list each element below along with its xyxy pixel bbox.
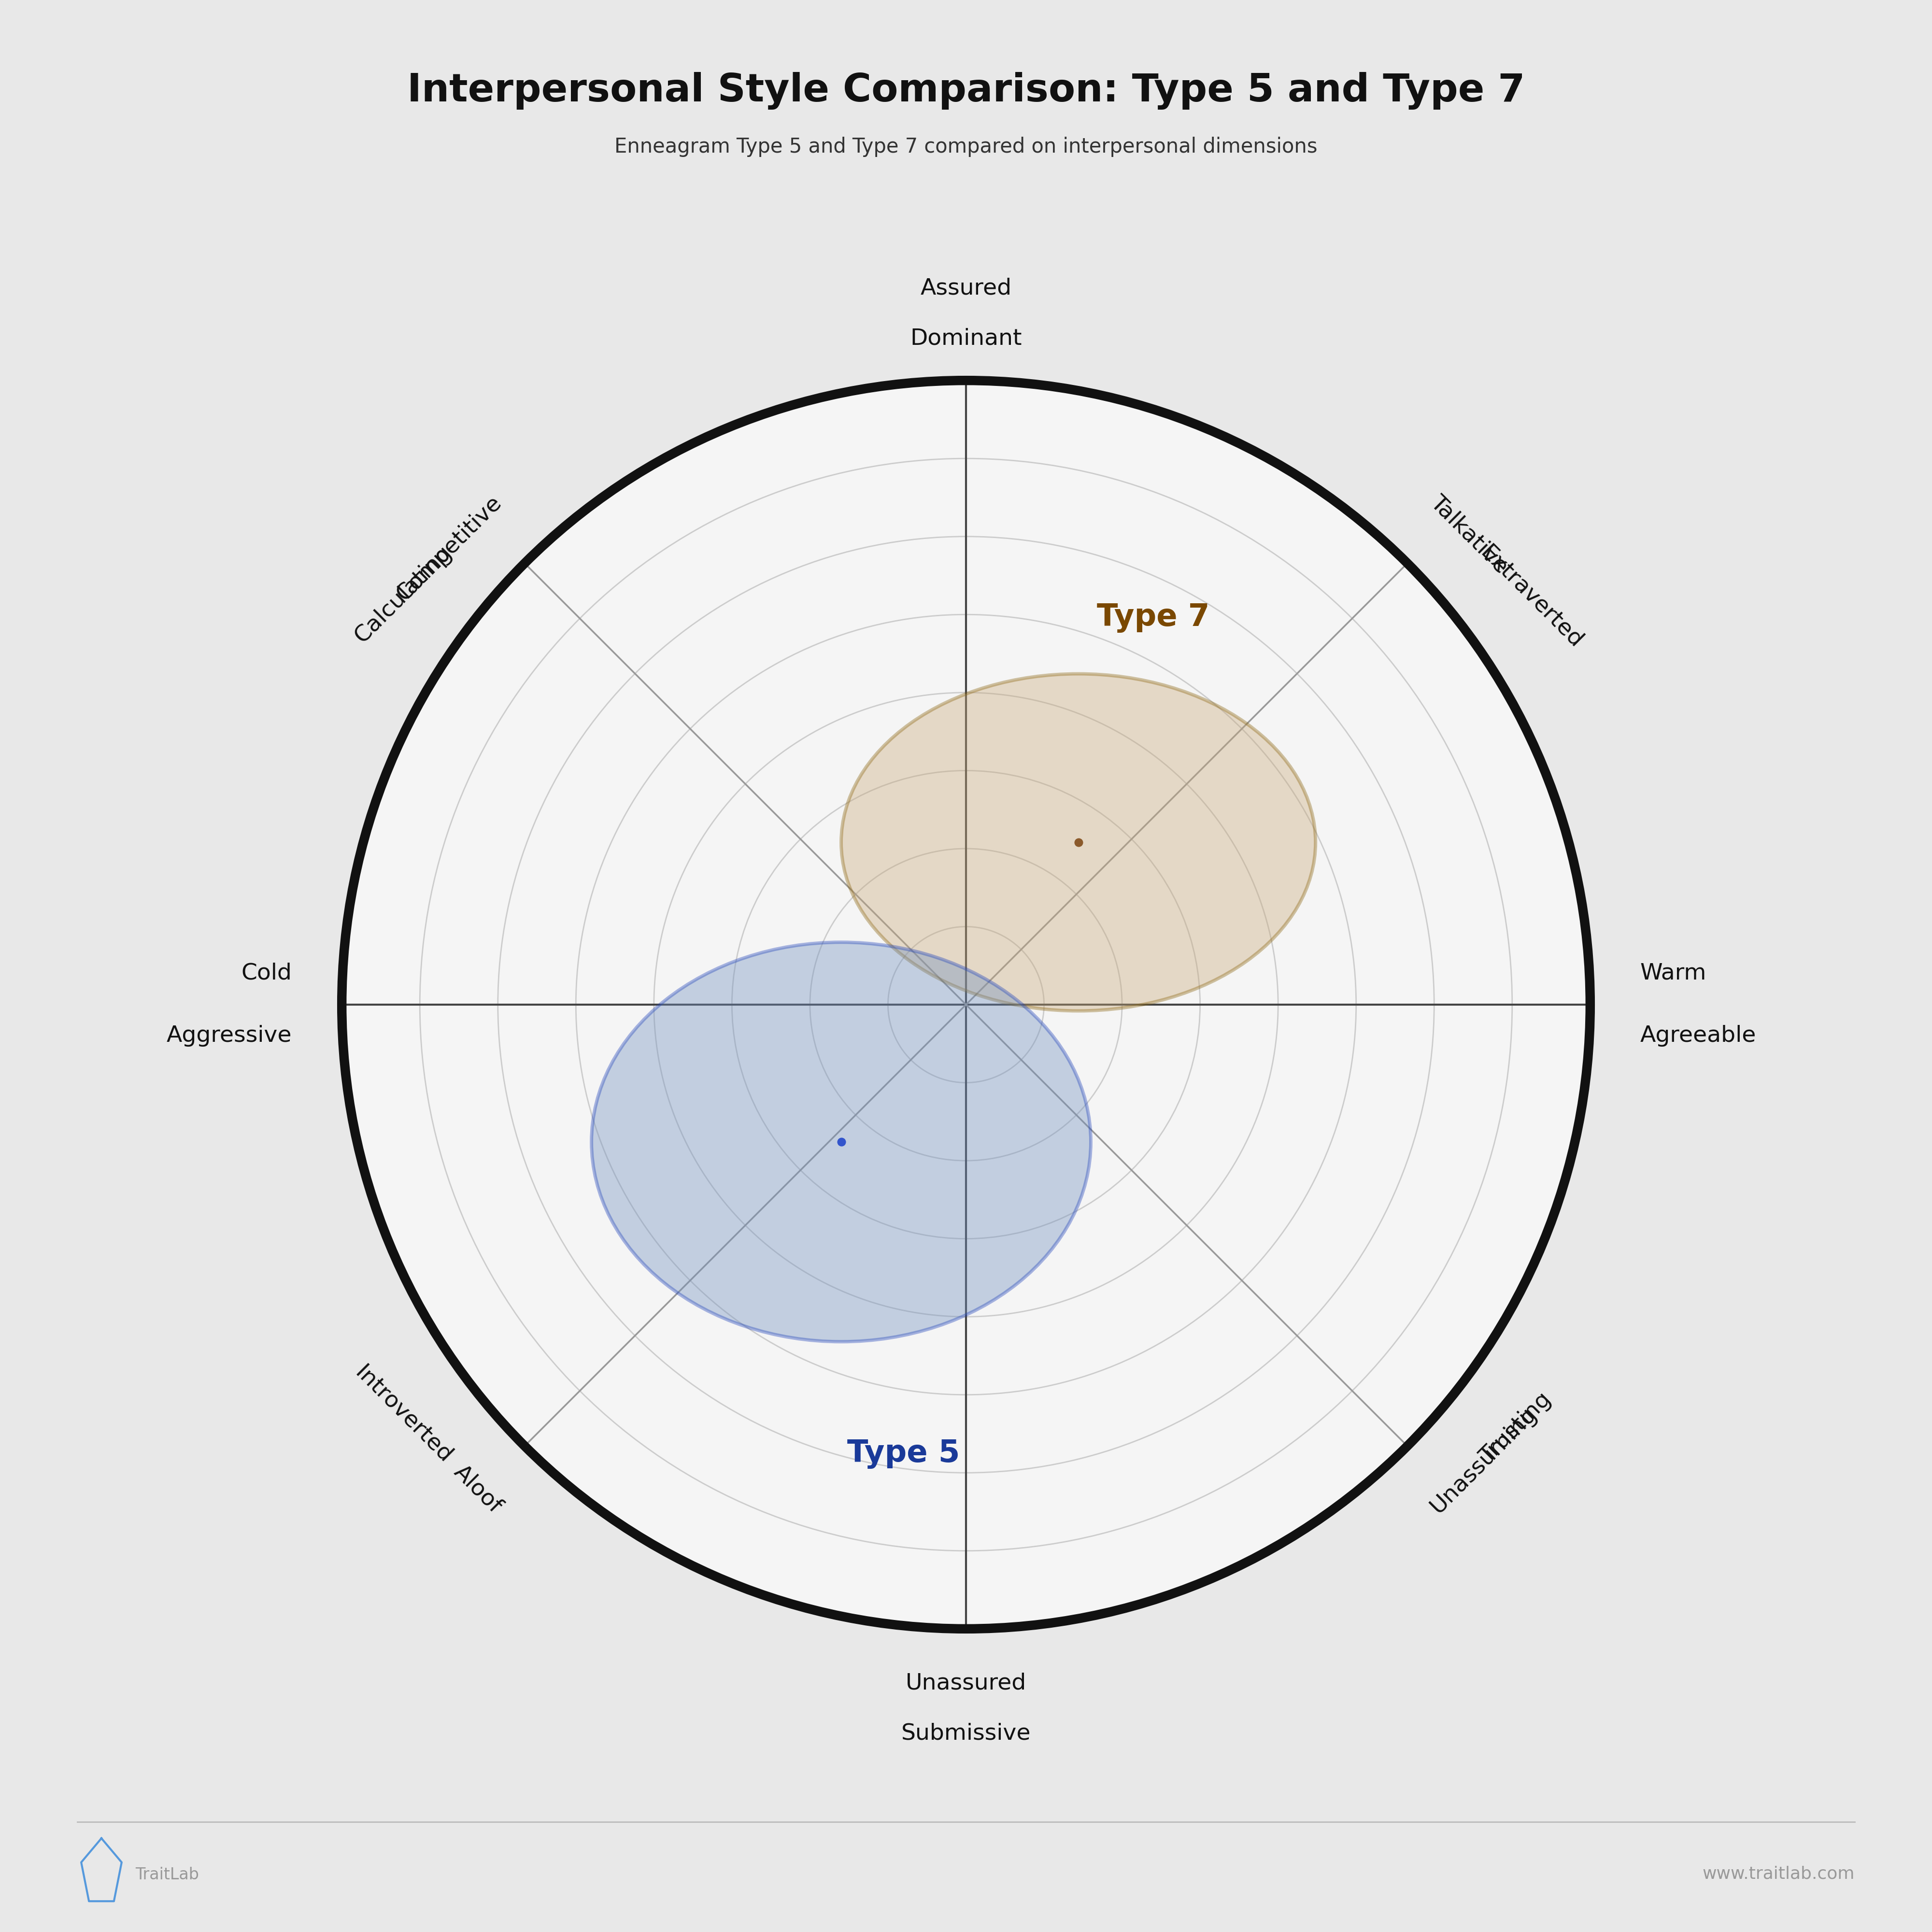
Circle shape (342, 381, 1590, 1629)
Text: Enneagram Type 5 and Type 7 compared on interpersonal dimensions: Enneagram Type 5 and Type 7 compared on … (614, 137, 1318, 156)
Text: Talkative: Talkative (1426, 493, 1513, 578)
Ellipse shape (840, 674, 1316, 1010)
Text: Type 5: Type 5 (848, 1439, 960, 1468)
Text: Dominant: Dominant (910, 328, 1022, 350)
Text: Cold: Cold (242, 962, 292, 983)
Text: Trusting: Trusting (1476, 1389, 1555, 1468)
Text: Aloof: Aloof (450, 1461, 506, 1517)
Ellipse shape (591, 943, 1092, 1341)
Text: Submissive: Submissive (900, 1723, 1032, 1745)
Text: Type 7: Type 7 (1097, 603, 1209, 632)
Text: TraitLab: TraitLab (135, 1866, 199, 1884)
Text: Warm: Warm (1640, 962, 1706, 983)
Text: Assured: Assured (920, 278, 1012, 299)
Text: Agreeable: Agreeable (1640, 1026, 1756, 1047)
Text: Competitive: Competitive (392, 493, 506, 605)
Text: Calculating: Calculating (350, 541, 456, 647)
Text: www.traitlab.com: www.traitlab.com (1702, 1866, 1855, 1882)
Text: Extraverted: Extraverted (1476, 541, 1586, 653)
Text: Introverted: Introverted (350, 1362, 456, 1468)
Text: Unassuming: Unassuming (1426, 1403, 1542, 1517)
Text: Aggressive: Aggressive (166, 1026, 292, 1047)
Text: Interpersonal Style Comparison: Type 5 and Type 7: Interpersonal Style Comparison: Type 5 a… (408, 71, 1524, 110)
Text: Unassured: Unassured (906, 1673, 1026, 1694)
